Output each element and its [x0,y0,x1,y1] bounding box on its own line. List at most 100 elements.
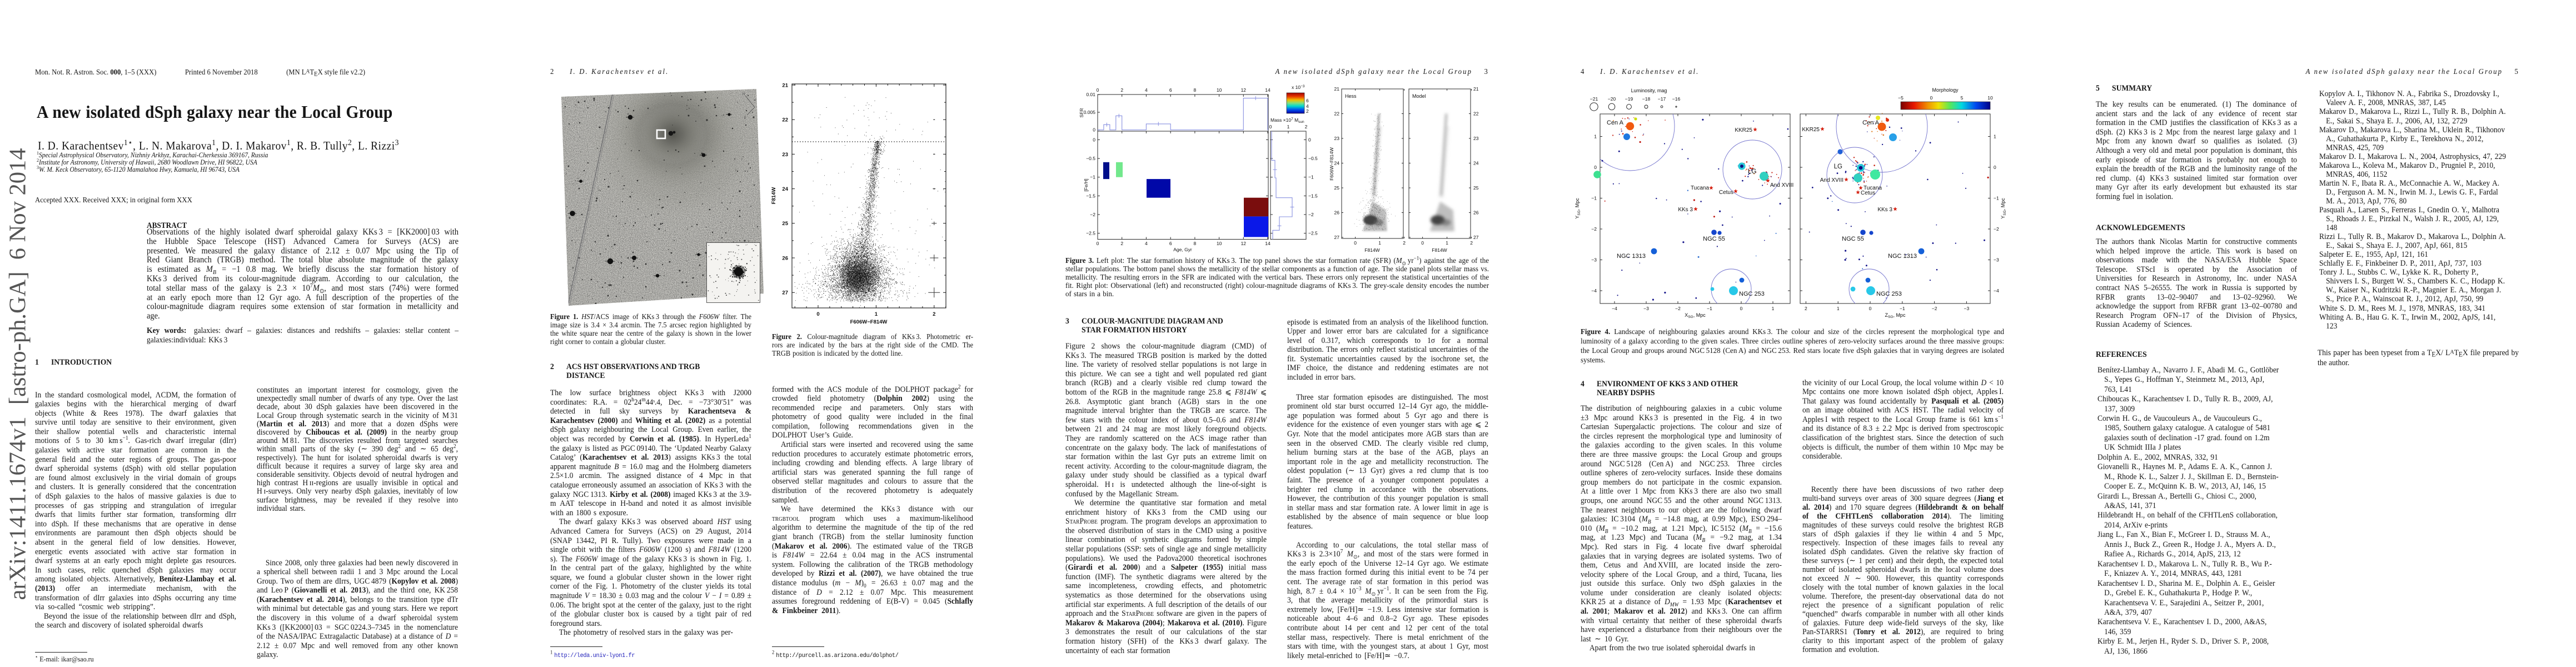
svg-text:4: 4 [1145,87,1148,93]
svg-text:0: 0 [1354,240,1357,246]
svg-text:0: 0 [1594,165,1597,170]
svg-text:KKs 3: KKs 3 [1678,207,1693,213]
svg-text:F606W−F814W: F606W−F814W [1329,147,1334,181]
svg-text:23: 23 [1334,136,1340,141]
svg-text:0.01: 0.01 [1086,92,1095,97]
svg-text:−16: −16 [1672,96,1681,102]
svg-text:27: 27 [1473,235,1479,240]
svg-text:1: 1 [1594,134,1597,140]
svg-text:NGC 253: NGC 253 [1876,291,1902,297]
svg-text:2: 2 [1306,108,1309,114]
svg-text:2: 2 [1403,240,1406,246]
svg-text:26: 26 [1334,210,1340,216]
svg-text:0: 0 [1994,165,1996,170]
svg-text:6: 6 [1169,241,1172,246]
svg-text:Cen A: Cen A [1607,120,1624,126]
svg-text:x 10−3: x 10−3 [1292,84,1305,90]
svg-text:14: 14 [1265,87,1270,93]
svg-text:8: 8 [1194,241,1197,246]
svg-text:SFR: SFR [1079,108,1084,118]
svg-text:21: 21 [782,82,788,88]
svg-text:0: 0 [1421,240,1424,246]
svg-text:−20: −20 [1608,96,1616,102]
svg-text:And XVIII: And XVIII [1770,182,1793,188]
svg-text:−2: −2 [1675,306,1681,311]
svg-text:LG: LG [1834,163,1842,170]
svg-text:F814W: F814W [1432,247,1447,253]
svg-text:Tucana: Tucana [1691,185,1709,191]
svg-text:F606W−F814W: F606W−F814W [850,319,888,325]
svg-text:0: 0 [1740,306,1743,311]
svg-text:−2.5: −2.5 [1086,231,1095,236]
svg-text:0: 0 [1269,124,1272,130]
svg-text:NGC 55: NGC 55 [1703,236,1725,242]
svg-text:23: 23 [782,152,788,158]
svg-text:1: 1 [1287,124,1290,130]
svg-text:10: 10 [1217,241,1222,246]
svg-text:5: 5 [1961,95,1964,101]
svg-text:[Fe/H]: [Fe/H] [1083,178,1089,191]
svg-text:12: 12 [1241,241,1247,246]
svg-text:−17: −17 [1658,96,1666,102]
svg-text:22: 22 [1473,111,1479,117]
svg-text:−19: −19 [1625,96,1633,102]
svg-text:0: 0 [1097,87,1099,93]
svg-text:Age, Gyr: Age, Gyr [1173,247,1192,252]
svg-text:−2: −2 [1090,212,1095,217]
svg-text:25: 25 [1473,185,1479,191]
svg-text:E: E [744,117,746,120]
svg-text:F814W: F814W [771,187,777,205]
svg-text:−4: −4 [1994,288,1999,293]
svg-text:−2: −2 [1994,226,1999,232]
svg-text:And XVIII: And XVIII [1820,177,1843,183]
svg-text:NGC 1313: NGC 1313 [1617,253,1646,260]
svg-text:25: 25 [782,221,788,227]
svg-text:Cetus: Cetus [1719,190,1733,196]
svg-text:2: 2 [1120,241,1123,246]
svg-text:KKR25: KKR25 [1802,127,1820,133]
svg-text:−2: −2 [1591,226,1597,232]
svg-text:27: 27 [1334,235,1340,240]
svg-text:Luminosity, mag: Luminosity, mag [1631,88,1667,93]
svg-text:8: 8 [1194,87,1197,93]
svg-text:−18: −18 [1642,96,1651,102]
svg-text:21: 21 [1334,86,1340,92]
svg-text:12: 12 [1241,87,1247,93]
svg-text:2: 2 [1305,124,1308,130]
svg-text:0: 0 [1093,127,1095,133]
svg-text:0: 0 [1869,306,1872,311]
svg-text:6: 6 [1169,87,1172,93]
svg-text:22: 22 [782,117,788,123]
svg-text:26: 26 [1473,210,1479,216]
svg-text:2: 2 [1120,87,1123,93]
svg-text:−3: −3 [1994,257,1999,263]
svg-text:−4: −4 [1591,288,1597,293]
svg-text:1: 1 [1446,240,1448,246]
svg-text:YSG, Mpc: YSG, Mpc [2000,198,2007,219]
svg-text:21: 21 [1473,86,1479,92]
svg-text:22: 22 [1334,111,1340,117]
svg-text:−1: −1 [1994,196,1999,201]
svg-text:−2: −2 [1932,306,1937,311]
svg-text:2: 2 [1470,240,1473,246]
svg-text:23: 23 [1473,136,1479,141]
svg-text:6: 6 [1306,98,1309,103]
svg-text:YSG, Mpc: YSG, Mpc [1575,198,1581,219]
svg-text:−1: −1 [1308,175,1314,180]
svg-text:27: 27 [782,290,788,296]
svg-text:−0.5: −0.5 [1308,156,1318,161]
svg-text:0: 0 [1097,241,1099,246]
svg-text:−0.5: −0.5 [1086,156,1095,161]
svg-text:XSG, Mpc: XSG, Mpc [1685,312,1706,319]
svg-text:0: 0 [1308,137,1311,142]
svg-text:Cen A: Cen A [1862,120,1880,126]
svg-text:24: 24 [782,186,788,192]
svg-text:−4: −4 [1612,306,1617,311]
svg-text:−21: −21 [1590,96,1598,102]
svg-text:0.005: 0.005 [1084,109,1096,115]
svg-text:1: 1 [1772,306,1775,311]
svg-text:10: 10 [1217,87,1222,93]
svg-text:N: N [743,93,745,96]
svg-text:4: 4 [1306,103,1309,109]
svg-text:−2: −2 [1308,212,1314,217]
